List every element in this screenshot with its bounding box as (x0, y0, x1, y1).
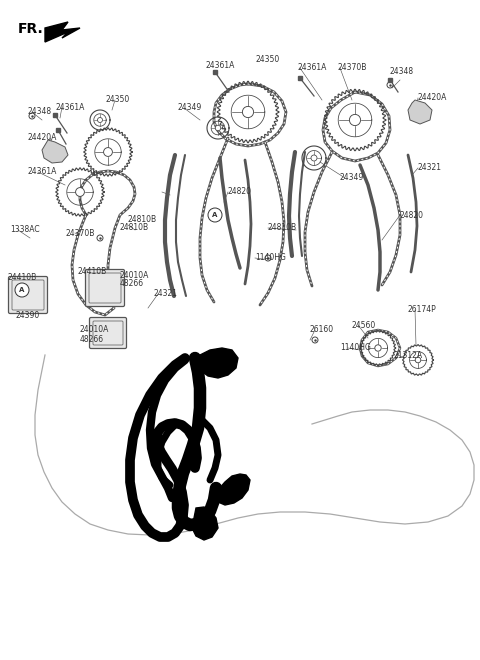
FancyBboxPatch shape (85, 269, 124, 306)
Circle shape (104, 148, 112, 156)
Circle shape (265, 255, 271, 261)
Text: 24349: 24349 (178, 104, 202, 112)
Text: 24410B: 24410B (8, 273, 37, 282)
Polygon shape (408, 100, 432, 124)
Text: FR.: FR. (18, 22, 44, 36)
Text: 24361A: 24361A (55, 102, 84, 112)
Text: 24820: 24820 (228, 187, 252, 197)
Circle shape (15, 283, 29, 297)
Circle shape (97, 235, 103, 241)
Text: 24810B: 24810B (268, 224, 297, 232)
Text: A: A (19, 287, 24, 293)
Text: 26160: 26160 (310, 325, 334, 335)
Text: 24010A: 24010A (80, 325, 109, 335)
Circle shape (75, 187, 84, 197)
Text: 48266: 48266 (120, 279, 144, 288)
Circle shape (387, 82, 393, 88)
Circle shape (349, 114, 360, 125)
Text: 24361A: 24361A (28, 168, 58, 176)
Text: 24410B: 24410B (78, 267, 107, 277)
Text: 21312A: 21312A (393, 350, 422, 360)
Circle shape (312, 337, 318, 343)
Polygon shape (45, 22, 80, 42)
Text: 24390: 24390 (15, 310, 39, 319)
Text: 24321: 24321 (153, 290, 177, 298)
Text: 24350: 24350 (105, 96, 129, 104)
Text: 26174P: 26174P (408, 306, 437, 315)
Text: 24820: 24820 (400, 211, 424, 220)
Text: 48266: 48266 (80, 335, 104, 343)
FancyBboxPatch shape (9, 277, 48, 313)
Text: 24321: 24321 (418, 164, 442, 172)
Text: 24420A: 24420A (28, 133, 58, 143)
Text: 1140HG: 1140HG (255, 253, 286, 263)
Polygon shape (215, 474, 250, 505)
Polygon shape (42, 140, 68, 163)
Text: 24361A: 24361A (205, 61, 234, 69)
Circle shape (242, 106, 253, 117)
Circle shape (208, 208, 222, 222)
Text: 24349: 24349 (340, 174, 364, 183)
Text: 1140HG: 1140HG (340, 343, 371, 352)
Circle shape (375, 345, 381, 351)
Text: 24348: 24348 (28, 108, 52, 117)
Circle shape (97, 117, 103, 123)
Text: 24370B: 24370B (65, 228, 95, 238)
Polygon shape (197, 348, 238, 378)
Text: 24348: 24348 (390, 67, 414, 77)
Circle shape (29, 113, 35, 119)
Text: 24810B: 24810B (120, 224, 149, 232)
Text: 24361A: 24361A (298, 63, 327, 73)
Text: A: A (212, 212, 218, 218)
Text: 24810B: 24810B (128, 216, 157, 224)
Text: 24560: 24560 (352, 321, 376, 329)
Circle shape (415, 357, 421, 363)
Text: 1338AC: 1338AC (10, 226, 40, 234)
Circle shape (311, 155, 317, 161)
Text: 24420A: 24420A (418, 94, 447, 102)
Text: 24370B: 24370B (338, 63, 367, 73)
Circle shape (215, 125, 221, 131)
Text: 24350: 24350 (255, 55, 279, 65)
Polygon shape (192, 507, 218, 540)
FancyBboxPatch shape (89, 317, 127, 348)
Text: 24010A: 24010A (120, 271, 149, 279)
